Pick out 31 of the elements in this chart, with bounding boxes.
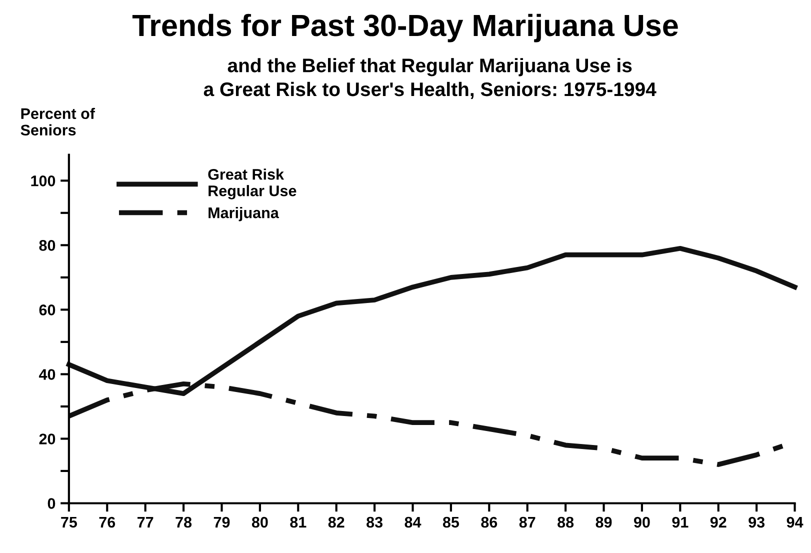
x-tick-label: 80 — [252, 516, 268, 528]
x-tick-label: 78 — [176, 516, 192, 528]
x-tick-label: 88 — [558, 516, 574, 528]
x-tick-label: 77 — [138, 516, 154, 528]
x-tick-label: 91 — [672, 516, 688, 528]
x-tick-label: 81 — [290, 516, 306, 528]
chart-title: Trends for Past 30-Day Marijuana Use — [132, 14, 678, 42]
y-tick-label: 20 — [39, 434, 56, 444]
x-tick-label: 82 — [328, 516, 344, 528]
x-tick-label: 94 — [786, 516, 804, 528]
x-tick-label: 85 — [442, 516, 460, 528]
x-tick-label: 84 — [404, 516, 422, 528]
x-tick-label: 87 — [519, 516, 536, 528]
y-tick-label: 60 — [39, 304, 56, 316]
legend-label: Great Risk Regular Use — [208, 168, 296, 200]
y-tick-label: 40 — [38, 369, 56, 380]
x-tick-label: 86 — [481, 516, 498, 528]
chart-subtitle: and the Belief that Regular Marijuana Use is a Great Risk to User's Health, Seniors: 1975-1994 — [204, 58, 656, 100]
x-tick-label: 93 — [748, 516, 765, 528]
x-tick-label: 76 — [99, 516, 116, 528]
x-tick-label: 89 — [596, 516, 612, 528]
y-tick-label: 80 — [39, 240, 56, 251]
x-tick-label: 92 — [710, 516, 726, 528]
x-tick-label: 83 — [366, 516, 382, 528]
x-tick-label: 75 — [61, 516, 78, 528]
x-tick-label: 79 — [214, 516, 230, 528]
y-tick-label: 100 — [31, 176, 56, 186]
y-tick-label: 0 — [48, 498, 56, 509]
legend-label: Marijuana — [208, 206, 279, 222]
y-axis-title: Percent of Seniors — [20, 108, 96, 136]
x-tick-label: 90 — [634, 516, 650, 528]
